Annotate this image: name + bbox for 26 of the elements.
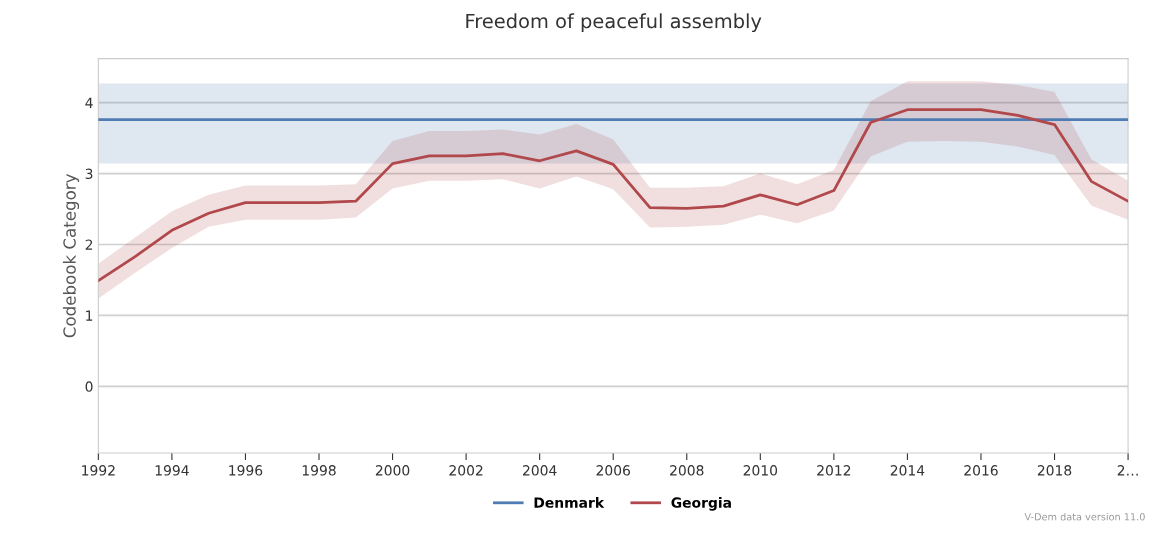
x-tick-label: 2… [1117, 465, 1138, 476]
text: V-Dem data version 11.0 [1024, 512, 1145, 521]
x-tick-label: 2002 [449, 465, 483, 476]
x-tick-label: 2006 [596, 465, 631, 476]
x-tick-label: 1998 [302, 465, 336, 476]
line-series [98, 108, 1129, 283]
x-tick-label: 1994 [155, 465, 189, 476]
y-tick-label: 1 [86, 310, 93, 321]
x-tick-label: 2018 [1037, 465, 1072, 476]
x-tick-label: 1996 [229, 465, 263, 476]
legend-label: Georgia [671, 497, 731, 511]
y-tick-label: 0 [85, 381, 93, 392]
x-tick-label: 2000 [375, 465, 410, 476]
x-tick-label: 2012 [817, 465, 851, 476]
y-tick-label: 3 [85, 168, 93, 180]
x-tick-label: 1992 [82, 465, 115, 476]
legend-label: Denmark [534, 497, 605, 508]
x-tick-label: 2008 [670, 465, 704, 476]
x-tick-label: 2016 [964, 465, 998, 476]
chart-title: Freedom of peaceful assembly [466, 13, 762, 33]
y-axis-title: Codebook Category [62, 173, 80, 338]
x-tick-label: 2014 [890, 465, 925, 476]
x-tick-label: 2004 [523, 465, 557, 476]
y-tick-label: 4 [85, 97, 93, 108]
y-tick-label: 2 [85, 239, 93, 250]
x-tick-label: 2010 [743, 465, 778, 476]
